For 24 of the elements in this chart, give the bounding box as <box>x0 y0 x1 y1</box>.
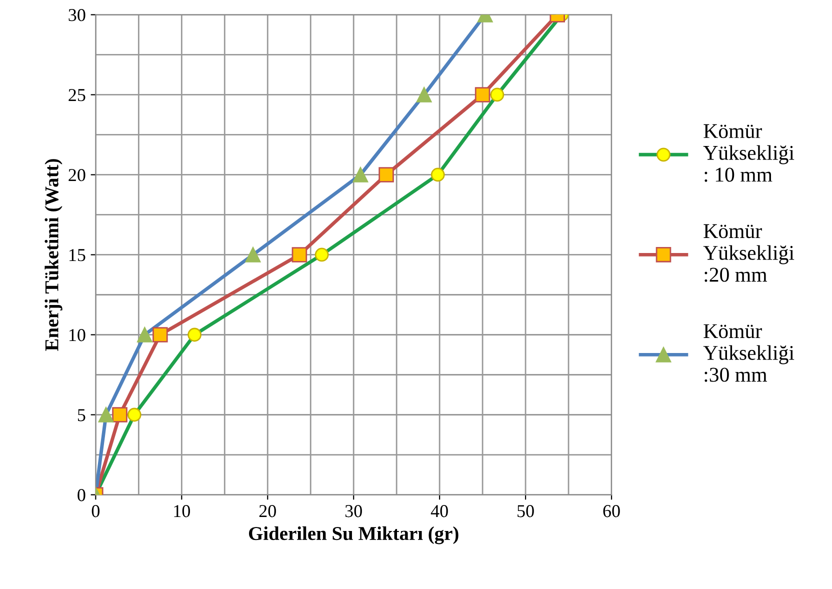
legend-label: Kömür Yüksekliği : 10 mm <box>703 124 794 182</box>
x-tick-label: 30 <box>345 505 362 518</box>
y-tick-label: 30 <box>68 8 86 22</box>
y-tick-label: 5 <box>78 409 86 422</box>
x-tick-label: 60 <box>603 505 620 518</box>
legend-label: Kömür Yüksekliği :30 mm <box>703 324 794 382</box>
point <box>378 167 394 182</box>
legend-label: Kömür Yüksekliği :20 mm <box>703 224 794 282</box>
x-tick-label: 40 <box>430 505 448 518</box>
y-tick-label: 20 <box>68 168 86 182</box>
point <box>152 327 168 342</box>
y-tick-label: 25 <box>68 89 86 102</box>
x-tick-label: 50 <box>518 505 534 518</box>
x-tick-label: 0 <box>92 505 100 518</box>
point <box>292 247 308 262</box>
x-tick-label: 10 <box>174 505 190 518</box>
y-tick-label: 15 <box>69 249 86 262</box>
y-tick-label: 10 <box>69 329 86 342</box>
point <box>474 87 490 102</box>
x-axis-title: Giderilen Su Miktarı (gr) <box>248 526 458 544</box>
y-tick-label: 0 <box>78 489 86 502</box>
y-axis-title: Enerji Tüketimi (Watt) <box>44 159 62 351</box>
point <box>112 407 128 422</box>
x-tick-label: 20 <box>259 505 276 518</box>
